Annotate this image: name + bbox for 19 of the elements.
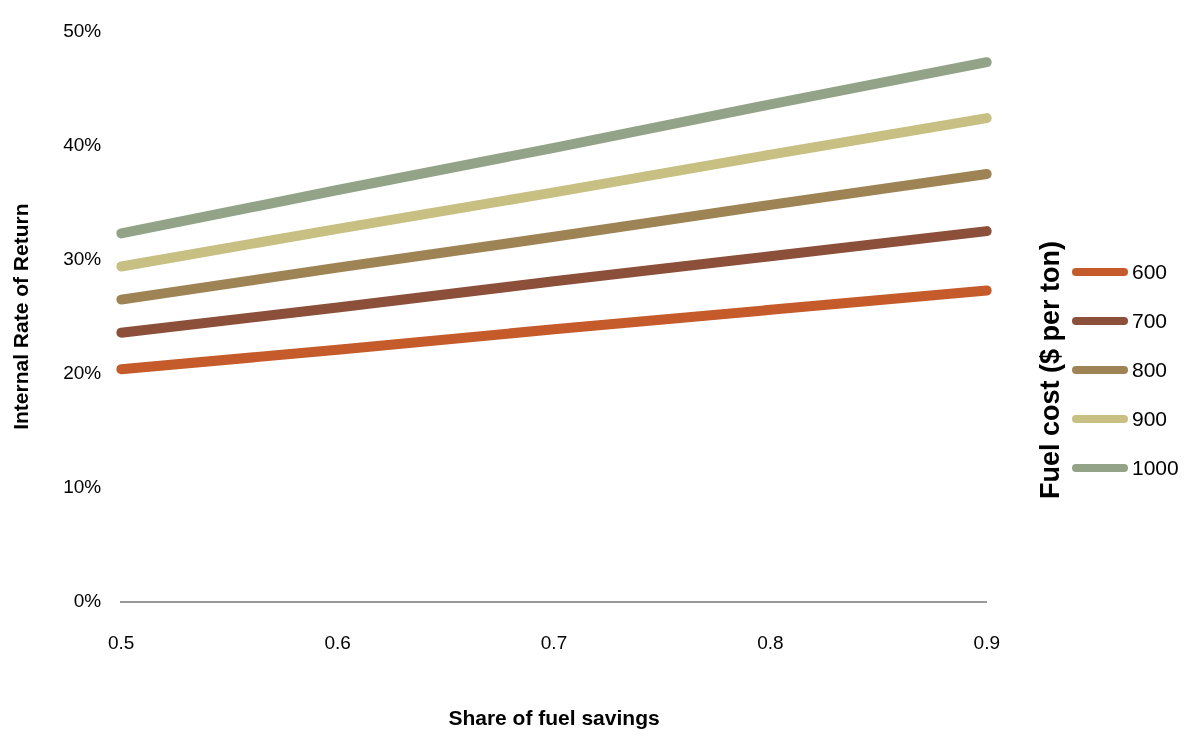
- x-tick-label: 0.8: [757, 631, 784, 653]
- y-tick-label: 50%: [63, 19, 102, 41]
- legend-title: Fuel cost ($ per ton): [1035, 240, 1066, 500]
- y-tick-label: 10%: [63, 476, 102, 498]
- x-axis-title: Share of fuel savings: [448, 706, 660, 730]
- y-tick-label: 20%: [63, 361, 102, 383]
- legend-label: 600: [1132, 260, 1168, 284]
- x-tick-label: 0.9: [973, 631, 1000, 653]
- x-tick-label: 0.7: [540, 631, 568, 653]
- legend-label: 700: [1132, 309, 1168, 333]
- x-tick-label: 0.6: [324, 631, 351, 653]
- legend-label: 800: [1132, 358, 1168, 382]
- x-tick-label: 0.5: [108, 631, 135, 653]
- y-tick-label: 30%: [63, 247, 102, 269]
- legend-label: 900: [1132, 407, 1168, 431]
- y-axis-title: Internal Rate of Return: [9, 203, 33, 430]
- y-tick-label: 0%: [73, 590, 102, 612]
- legend-label: 1000: [1132, 456, 1179, 480]
- y-tick-label: 40%: [63, 133, 102, 155]
